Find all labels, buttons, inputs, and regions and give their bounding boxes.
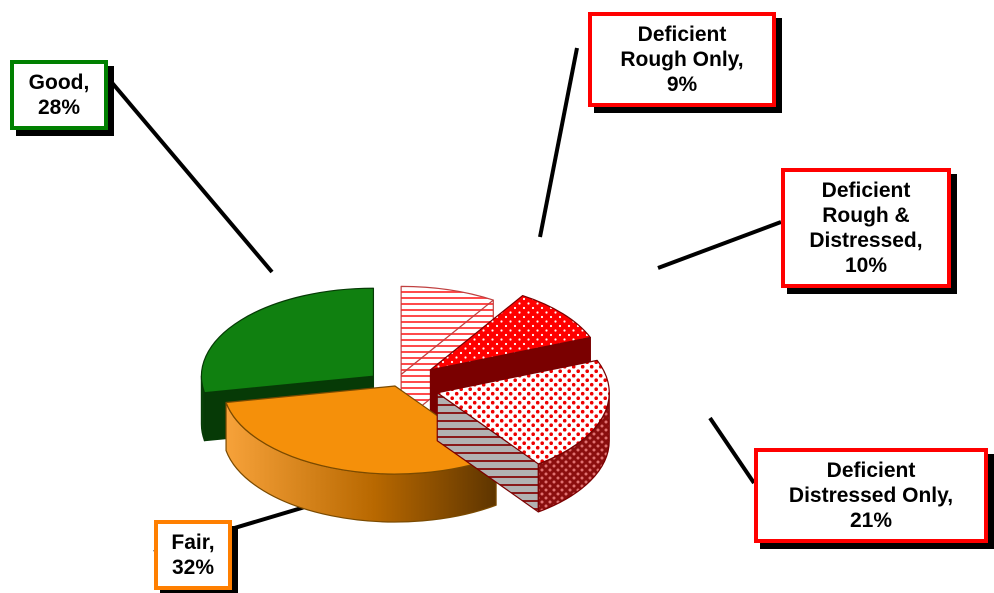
slice-label-line: 9% [666, 73, 698, 96]
slice-label-line: Deficient [826, 459, 916, 482]
slice-label-line: Fair, [171, 531, 215, 554]
slice-label-line: Deficient [821, 179, 911, 202]
slice-label-line: Distressed Only, [788, 484, 954, 507]
pie-slice-top [200, 287, 375, 394]
leader-line [708, 416, 756, 485]
slice-label-line: Good, [28, 71, 90, 94]
leader-line [106, 76, 274, 274]
pie-slice-3 [225, 385, 497, 523]
pie-slice-top [225, 385, 497, 475]
leader-line [657, 220, 782, 270]
slice-label-line: Distressed, [809, 229, 923, 252]
slice-label-line: Rough Only, [620, 48, 744, 71]
slice-label: Deficient Rough Only, 9% [588, 12, 776, 107]
slice-label: Deficient Distressed Only, 21% [754, 448, 988, 543]
pie-slice-top [436, 359, 610, 465]
pie-slice-top [429, 294, 591, 371]
slice-label: Deficient Rough & Distressed, 10% [781, 168, 951, 288]
pie-slice-top [400, 285, 494, 375]
slice-label-line: Rough & [822, 204, 910, 227]
pie-slice-2 [436, 359, 610, 513]
slice-label-line: 28% [37, 96, 81, 119]
slice-label: Fair, 32% [154, 520, 232, 590]
slice-label-line: 21% [849, 509, 893, 532]
leader-line [538, 47, 579, 238]
pie-slices [200, 285, 610, 523]
slice-label: Good, 28% [10, 60, 108, 130]
slice-label-line: 32% [171, 556, 215, 579]
slice-label-line: 10% [844, 254, 888, 277]
slice-label-line: Deficient [637, 23, 727, 46]
